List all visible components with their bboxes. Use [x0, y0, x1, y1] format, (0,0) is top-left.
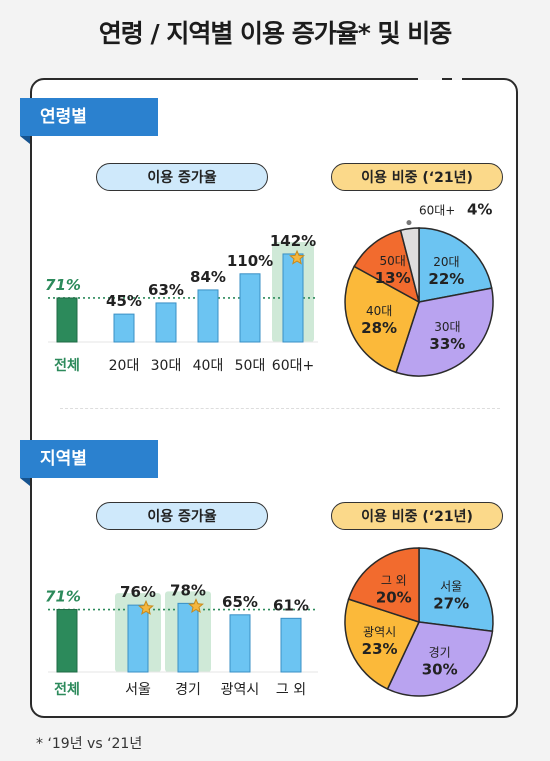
slice-value: 23% — [362, 640, 398, 658]
category-label: 20대 — [109, 358, 140, 374]
pie-slice — [344, 265, 420, 374]
bar — [155, 302, 177, 343]
bar — [127, 604, 149, 673]
card-notch — [452, 76, 462, 80]
bar — [56, 609, 78, 673]
section-tab-age: 연령별 — [20, 98, 158, 144]
bar — [177, 602, 199, 673]
slice-value: 13% — [375, 269, 411, 287]
slice-label: 60대+ — [419, 204, 455, 218]
slice-label: 40대 — [366, 304, 392, 318]
pie-slice — [395, 287, 494, 377]
data-label: 71% — [45, 276, 81, 294]
category-label: 그 외 — [276, 682, 306, 698]
pie-slice — [418, 547, 494, 633]
star-icon — [289, 249, 305, 265]
slice-label: 30대 — [434, 320, 460, 334]
growth-pill-age: 이용 증가율 — [96, 163, 268, 191]
category-label: 경기 — [175, 682, 201, 698]
age-growth-bar-chart: 71% 전체 45% 20대 63% 30대 84% 40대 110% 50대 142% 60대+ — [45, 232, 318, 374]
slice-value: 33% — [429, 335, 465, 353]
category-label: 30대 — [151, 358, 182, 374]
slice-value: 30% — [422, 661, 458, 679]
slice-label: 경기 — [429, 646, 451, 660]
bar — [280, 617, 302, 673]
pie-slice — [386, 621, 494, 697]
slice-value: 4% — [467, 201, 492, 219]
footnote: * ‘19년 vs ‘21년 — [36, 736, 143, 752]
pie-slice — [353, 229, 421, 304]
bar — [113, 313, 135, 343]
star-icon — [138, 599, 154, 615]
slice-label: 광역시 — [363, 625, 396, 639]
pie-slice — [347, 547, 420, 624]
star-icon — [188, 598, 204, 614]
data-label: 84% — [190, 268, 226, 286]
section-divider — [60, 408, 500, 409]
data-label: 110% — [227, 252, 273, 270]
bar — [282, 253, 304, 343]
data-label: 63% — [148, 281, 184, 299]
category-label: 전체 — [54, 357, 80, 374]
data-label: 65% — [222, 593, 258, 611]
category-label: 50대 — [235, 358, 266, 374]
pie-slice — [344, 598, 421, 690]
growth-pill-region: 이용 증가율 — [96, 502, 268, 530]
category-label: 광역시 — [221, 682, 260, 698]
slice-label: 서울 — [440, 580, 462, 594]
bar — [56, 297, 78, 343]
category-label: 60대+ — [272, 358, 314, 374]
category-label: 전체 — [54, 681, 80, 698]
bar — [229, 614, 251, 673]
data-label: 76% — [120, 583, 156, 601]
share-pill-age: 이용 비중 (‘21년) — [331, 163, 503, 191]
slice-label: 그 외 — [381, 573, 407, 587]
data-label: 45% — [106, 292, 142, 310]
slice-value: 27% — [433, 595, 469, 613]
share-pill-region: 이용 비중 (‘21년) — [331, 502, 503, 530]
slice-value: 20% — [376, 588, 412, 606]
callout-dot — [406, 220, 412, 226]
slice-label: 50대 — [380, 254, 406, 268]
bar — [197, 289, 219, 343]
pie-slice — [399, 227, 420, 303]
card-notch — [418, 76, 442, 80]
category-label: 40대 — [193, 358, 224, 374]
slice-value: 28% — [361, 319, 397, 337]
slice-label: 20대 — [433, 255, 459, 269]
pie-slice — [418, 227, 493, 303]
data-label: 142% — [270, 232, 316, 250]
page-title: 연령 / 지역별 이용 증가율* 및 비중 — [98, 19, 452, 48]
data-label: 61% — [273, 596, 309, 614]
data-label: 78% — [170, 581, 206, 599]
data-label: 71% — [45, 588, 81, 606]
slice-value: 22% — [428, 270, 464, 288]
bar — [239, 273, 261, 343]
section-tab-region: 지역별 — [20, 440, 158, 486]
category-label: 서울 — [125, 682, 151, 698]
